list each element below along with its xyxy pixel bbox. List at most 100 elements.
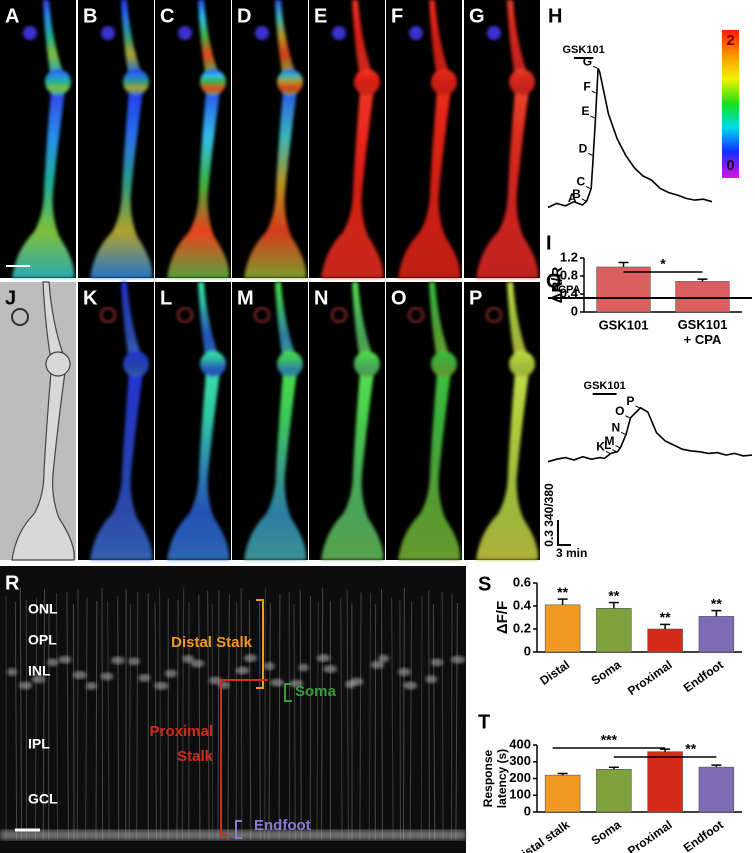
soma [431, 69, 457, 95]
x-tick-label-line: + CPA [684, 332, 722, 347]
x-tick-label: Soma [589, 657, 624, 687]
muller-fiber [258, 598, 261, 841]
neuron-part [11, 371, 75, 561]
cell-body [235, 666, 250, 675]
neuron-part [476, 372, 539, 560]
muller-fiber [420, 596, 423, 841]
comparison-label: * [660, 256, 666, 272]
region-label-line: Stalk [177, 748, 214, 765]
neuron [321, 282, 384, 560]
neuron-part [321, 372, 384, 560]
y-axis-label: ΔR/R [549, 267, 566, 304]
image-panel: D [232, 0, 308, 278]
region-label-line: Proximal [150, 723, 213, 740]
point-label: K [596, 440, 605, 454]
cell-body [209, 676, 222, 685]
neuron-part [507, 0, 527, 72]
y-axis-label-line: Response [481, 750, 495, 808]
soma [200, 69, 226, 95]
cell-body [138, 673, 151, 682]
muller-fiber [107, 601, 110, 841]
image-panel: B [78, 0, 154, 278]
neuron-part [476, 90, 539, 278]
cell-body [403, 681, 418, 690]
point-tick [588, 152, 593, 156]
y-tick-label: 0.4 [560, 285, 579, 300]
soma-bracket [284, 683, 292, 702]
bar [647, 751, 683, 813]
endfoot-bracket [235, 820, 242, 839]
muller-fiber [380, 589, 383, 841]
muller-fiber [428, 590, 430, 841]
small-cell [23, 26, 37, 40]
panel-letter: B [83, 5, 97, 27]
muller-fiber [14, 601, 18, 841]
bar [596, 266, 651, 313]
muller-fiber [76, 589, 79, 841]
neuron [90, 282, 153, 560]
cell-body [316, 654, 331, 663]
layer-label: GCL [28, 791, 58, 807]
y-tick-label: 0.2 [513, 620, 531, 635]
error-bar [557, 598, 568, 605]
cell-body [370, 660, 385, 669]
neuron-part [198, 0, 218, 72]
muller-fiber [441, 591, 444, 841]
small-cell [332, 26, 346, 40]
muller-fiber [320, 588, 324, 841]
y-tick-label: 0 [571, 303, 578, 318]
distal-bracket [256, 599, 264, 689]
neuron-part [90, 90, 153, 278]
muller-fiber [66, 592, 69, 841]
cell-body [377, 654, 390, 663]
bar [647, 628, 683, 653]
panel-letter: L [160, 287, 172, 309]
neuron-part [43, 0, 63, 72]
colorbar-tick-label: 2 [726, 32, 734, 49]
muller-fiber [402, 588, 405, 841]
muller-fiber [346, 589, 349, 841]
x-tick-label: Distal [537, 658, 572, 688]
bar [698, 616, 735, 653]
panel-letter: Q [546, 270, 562, 292]
colorbar [722, 30, 739, 178]
cell-body [100, 672, 114, 681]
image-panel: O [386, 282, 462, 560]
neuron-part [90, 372, 153, 560]
soma [509, 351, 535, 377]
significance: ** [660, 609, 671, 625]
error-bar [660, 623, 671, 629]
inner-limiting-membrane [0, 830, 466, 840]
point-tick [590, 115, 595, 119]
muller-fiber [154, 603, 157, 841]
muller-fiber [264, 588, 266, 841]
panel-letter: T [478, 711, 490, 733]
muller-fiber [248, 599, 252, 841]
muller-fiber [359, 592, 362, 841]
small-cell [101, 26, 115, 40]
error-bar [660, 748, 671, 752]
cell-body [85, 681, 97, 690]
image-panel: G [464, 0, 540, 278]
y-axis-label-line: latency (s) [495, 749, 509, 808]
panel-letter: C [160, 5, 174, 27]
cell-body [430, 658, 444, 667]
y-tick-label: 300 [509, 753, 531, 768]
neuron [167, 282, 230, 560]
cell-body [425, 675, 438, 684]
muller-fiber [136, 591, 139, 841]
layer-label: ONL [28, 601, 58, 617]
neuron [476, 282, 539, 560]
soma [431, 351, 457, 377]
bar [596, 607, 632, 653]
panel-letter: G [469, 5, 485, 27]
bar [675, 281, 730, 313]
soma [509, 69, 535, 95]
cell-body [243, 654, 257, 663]
panel-letter: K [83, 287, 98, 309]
layer-label: INL [28, 663, 51, 679]
point-label: G [583, 54, 592, 68]
muller-fiber [42, 588, 46, 841]
image-panel: J [0, 281, 76, 561]
